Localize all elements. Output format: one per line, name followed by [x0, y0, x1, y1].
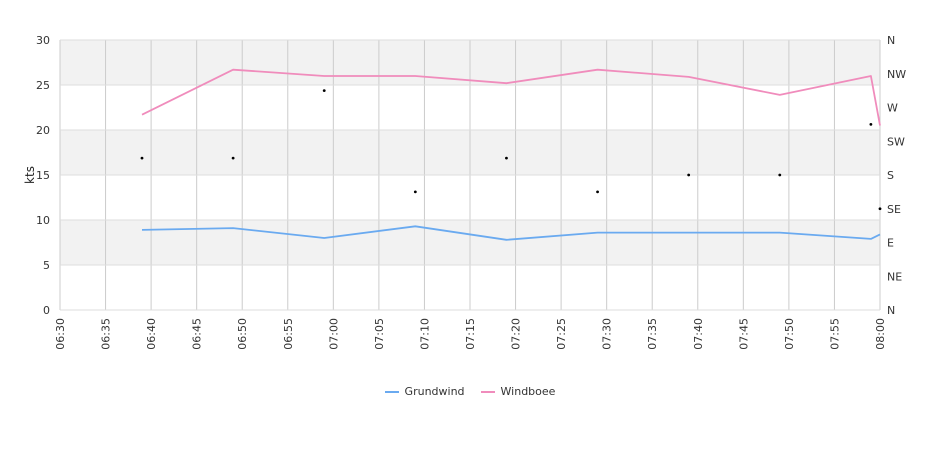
x-tick-label: 07:05: [373, 318, 386, 350]
direction-point: [878, 207, 882, 211]
x-tick-label: 07:40: [692, 318, 705, 350]
x-tick-label: 08:00: [874, 318, 887, 350]
legend-label-windboee: Windboee: [500, 385, 556, 398]
right-tick-label: S: [887, 169, 894, 182]
direction-point: [596, 190, 599, 194]
direction-point: [140, 156, 144, 160]
x-tick-label: 07:35: [646, 318, 659, 350]
x-tick-label: 07:00: [327, 318, 340, 350]
direction-point: [413, 190, 417, 194]
right-tick-label: E: [887, 237, 894, 250]
right-tick-label: NE: [887, 270, 902, 283]
x-axis: 06:30 06:35 06:40 06:45 06:50 06:55 07:00 07:05…: [54, 318, 887, 350]
y-tick-label: 0: [43, 304, 50, 317]
x-tick-label: 07:10: [418, 318, 431, 350]
right-tick-label: NW: [887, 68, 906, 81]
legend: Grundwind Windboee: [0, 385, 940, 398]
x-tick-label: 07:30: [601, 318, 614, 350]
y-tick-label: 25: [36, 79, 50, 92]
right-tick-label: N: [887, 34, 895, 47]
right-tick-label: SE: [887, 203, 901, 216]
direction-point: [231, 156, 235, 160]
x-tick-label: 07:45: [737, 318, 750, 350]
series-lines: [141, 68, 881, 241]
x-tick-label: 06:30: [54, 318, 67, 350]
grid-lines: [59, 39, 881, 311]
direction-point: [869, 122, 873, 126]
direction-point: [322, 89, 326, 93]
x-tick-label: 06:40: [145, 318, 158, 350]
x-tick-label: 06:45: [191, 318, 204, 350]
x-tick-label: 07:25: [555, 318, 568, 350]
y-tick-label: 30: [36, 34, 50, 47]
y-tick-label: 5: [43, 259, 50, 272]
right-tick-label: N: [887, 304, 895, 317]
series-line-grundwind: [141, 225, 881, 241]
legend-item-grundwind[interactable]: Grundwind: [384, 385, 465, 398]
legend-swatch-windboee: [480, 390, 495, 393]
x-tick-label: 07:55: [828, 318, 841, 350]
x-tick-label: 07:20: [510, 318, 523, 350]
legend-item-windboee[interactable]: Windboee: [480, 385, 556, 398]
series-line-windboee: [141, 68, 881, 126]
y-tick-label: 15: [36, 169, 50, 182]
legend-swatch-grundwind: [384, 390, 399, 393]
x-tick-label: 06:50: [236, 318, 249, 350]
y-tick-label: 20: [36, 124, 50, 137]
direction-point: [687, 173, 691, 177]
y-axis-label: kts: [23, 166, 37, 184]
x-tick-label: 06:55: [282, 318, 295, 350]
right-tick-label: W: [887, 102, 898, 115]
right-y-axis: N NE E SE S SW W NW N: [887, 34, 906, 317]
left-y-axis: 0 5 10 15 20 25 30: [36, 34, 50, 317]
x-tick-label: 06:35: [100, 318, 113, 350]
x-tick-label: 07:15: [464, 318, 477, 350]
legend-label-grundwind: Grundwind: [404, 385, 465, 398]
y-tick-label: 10: [36, 214, 50, 227]
direction-point: [505, 156, 508, 160]
right-tick-label: SW: [887, 135, 905, 148]
direction-point: [778, 173, 782, 177]
direction-points: [140, 89, 882, 211]
x-tick-label: 07:50: [783, 318, 796, 350]
